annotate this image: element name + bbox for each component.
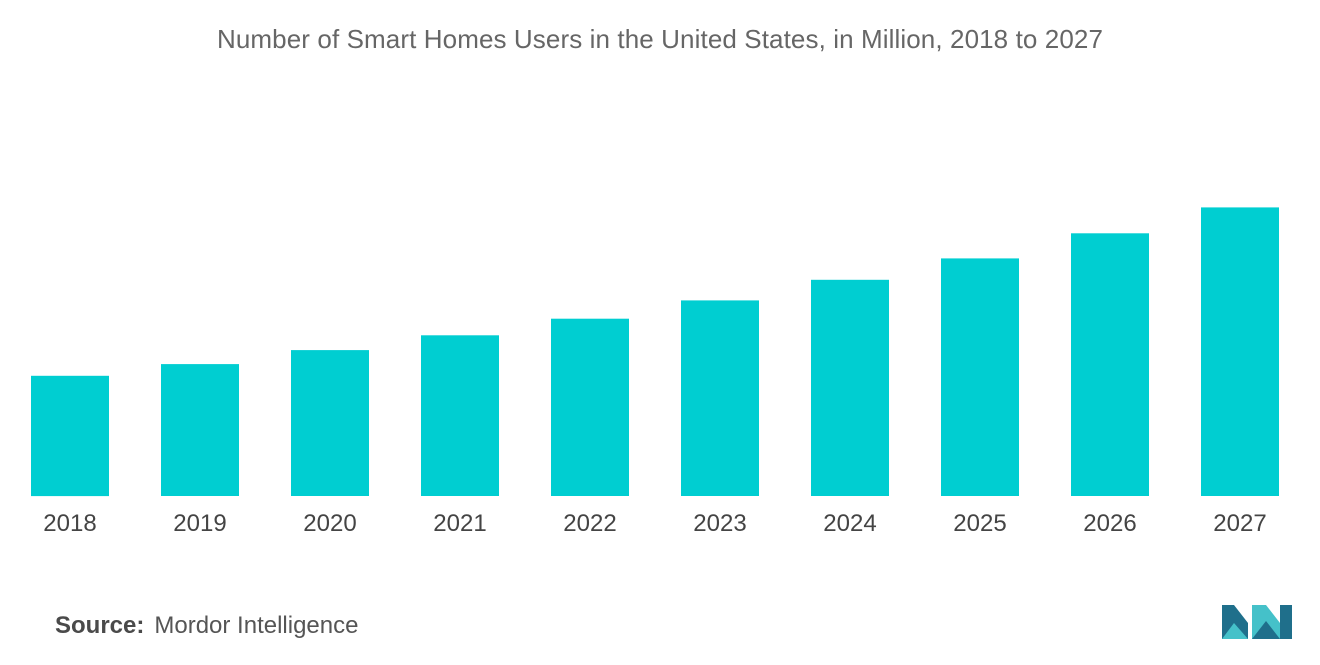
x-axis-tick-labels: 2018 2019 2020 2021 2022 2023 2024 2025 2026 2027	[43, 510, 1266, 537]
source-note: Source: Mordor Intelligence	[55, 612, 358, 640]
bar-2025	[941, 258, 1019, 496]
bar-2019	[161, 364, 239, 496]
x-tick-label-2018: 2018	[43, 510, 96, 537]
x-tick-label-2027: 2027	[1213, 510, 1266, 537]
x-tick-label-2023: 2023	[693, 510, 746, 537]
x-tick-label-2020: 2020	[303, 510, 356, 537]
x-tick-label-2019: 2019	[173, 510, 226, 537]
x-tick-label-2024: 2024	[823, 510, 876, 537]
source-value: Mordor Intelligence	[154, 612, 359, 639]
bars-group	[31, 207, 1279, 497]
x-tick-label-2021: 2021	[433, 510, 486, 537]
bar-2020	[291, 350, 369, 496]
bar-2022	[551, 318, 629, 496]
bar-2026	[1071, 233, 1149, 497]
chart-title: Number of Smart Homes Users in the Unite…	[216, 24, 1104, 54]
x-tick-label-2022: 2022	[563, 510, 616, 537]
x-tick-label-2026: 2026	[1083, 510, 1136, 537]
bar-2018	[31, 375, 109, 497]
bar-2024	[811, 279, 889, 496]
source-key: Source:	[55, 612, 145, 639]
bar-2027	[1201, 207, 1279, 496]
x-tick-label-2025: 2025	[953, 510, 1006, 537]
bar-2021	[421, 335, 499, 496]
mordor-intelligence-logo-icon	[1222, 605, 1292, 639]
bar-2023	[681, 300, 759, 496]
